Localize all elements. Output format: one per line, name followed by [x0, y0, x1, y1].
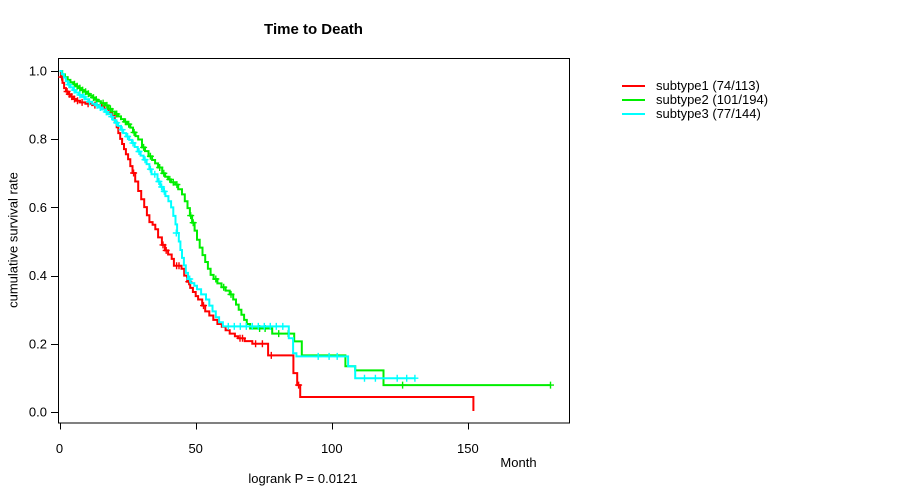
legend-line-subtype1	[622, 85, 645, 87]
y-tick-label: 0.4	[29, 268, 47, 283]
x-tick-label: 150	[457, 441, 479, 456]
x-axis-title: Month	[500, 455, 537, 470]
legend-item-subtype2: subtype2 (101/194)	[622, 93, 768, 107]
legend-label-subtype2: subtype2 (101/194)	[656, 92, 769, 107]
legend-line-subtype3	[622, 113, 645, 115]
legend-label-subtype1: subtype1 (74/113)	[656, 78, 760, 93]
y-tick-label: 0.6	[29, 200, 47, 215]
y-tick-label: 0.0	[29, 405, 47, 420]
logrank-p-annotation: logrank P = 0.0121	[248, 471, 358, 486]
legend-item-subtype1: subtype1 (74/113)	[622, 79, 768, 93]
legend: subtype1 (74/113) subtype2 (101/194) sub…	[622, 79, 768, 121]
plot-box	[58, 58, 570, 424]
x-tick-label: 0	[56, 441, 63, 456]
y-tick-label: 0.8	[29, 132, 47, 147]
survival-curve-subtype1	[59, 70, 475, 411]
survival-curve-subtype2	[59, 70, 551, 387]
legend-line-subtype2	[622, 99, 645, 101]
survival-curve-subtype3	[59, 70, 415, 380]
legend-item-subtype3: subtype3 (77/144)	[622, 107, 768, 121]
censor-marks-subtype1	[58, 73, 303, 389]
x-tick-label: 50	[188, 441, 202, 456]
y-tick-label: 1.0	[29, 64, 47, 79]
censor-marks-subtype3	[65, 81, 419, 382]
x-tick-label: 100	[321, 441, 343, 456]
y-tick-label: 0.2	[29, 336, 47, 351]
legend-label-subtype3: subtype3 (77/144)	[656, 106, 761, 121]
censor-marks-subtype2	[71, 80, 554, 389]
chart-title: Time to Death	[264, 21, 363, 38]
